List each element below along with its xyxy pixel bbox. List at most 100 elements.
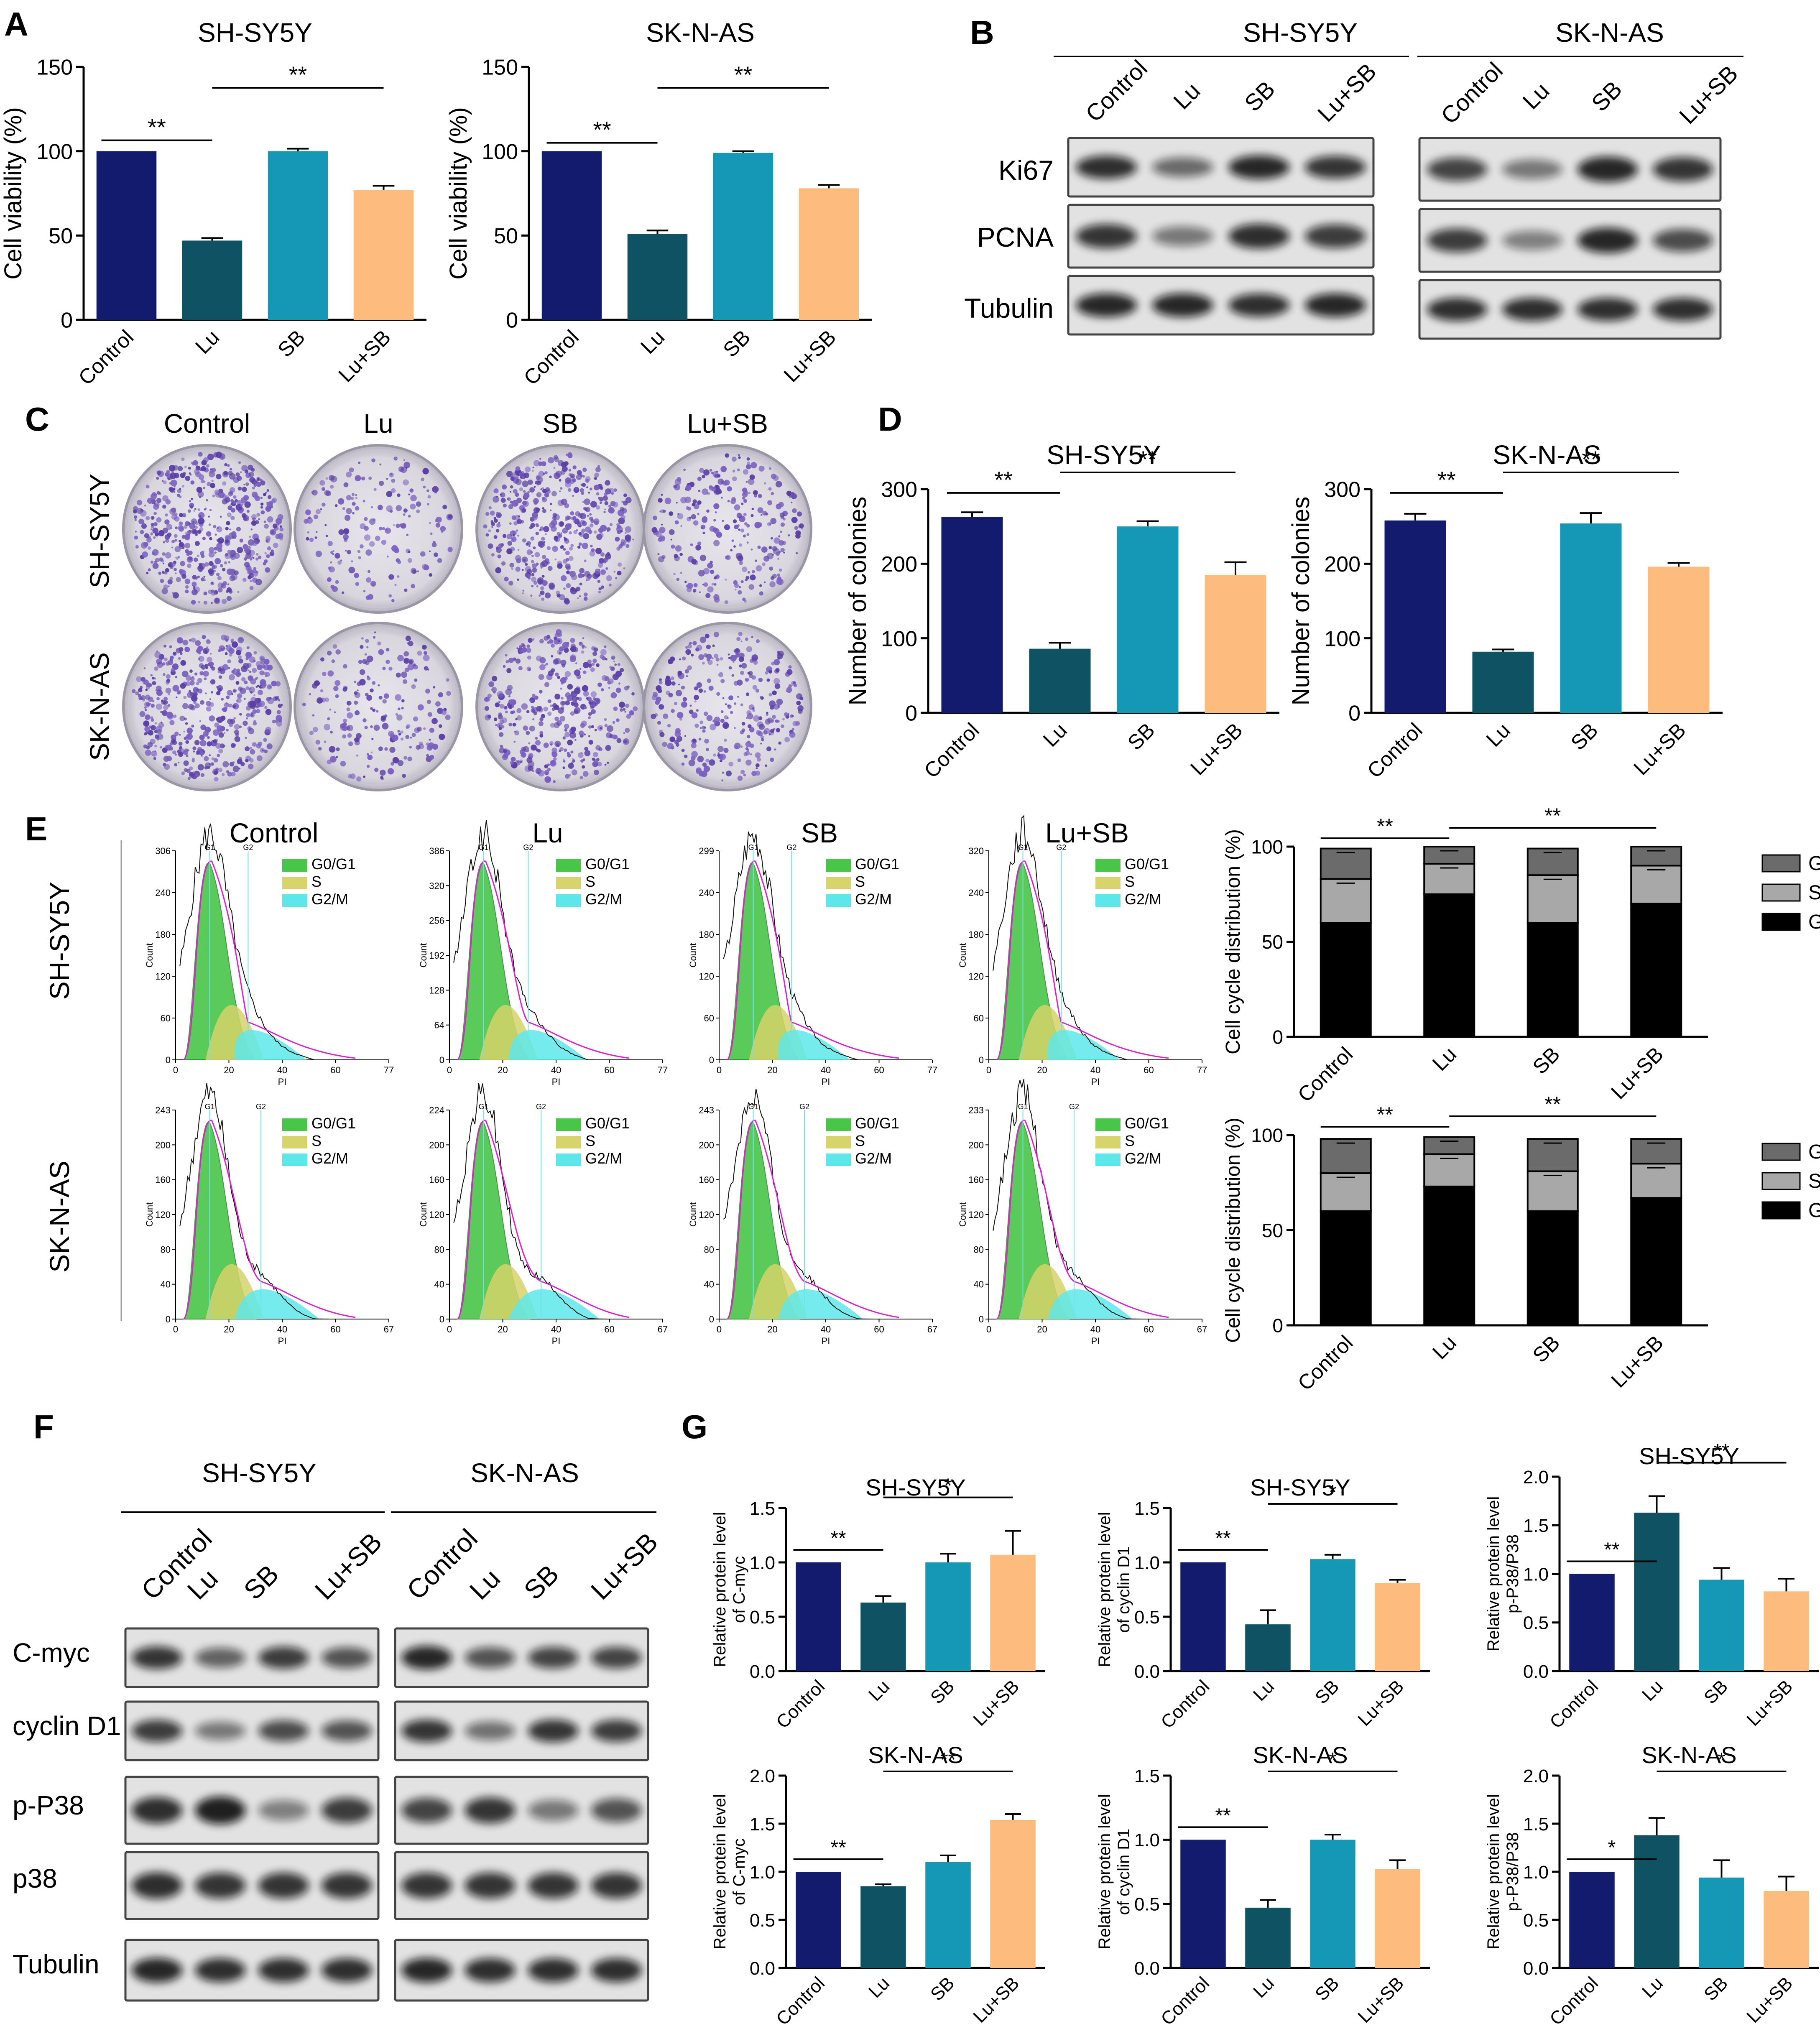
y-tick-label: 50 [494, 224, 518, 248]
legend-label: G2/M [1808, 852, 1820, 875]
chart-title: SK-N-AS [1493, 440, 1601, 470]
chart-title: SH-SY5Y [1639, 1443, 1739, 1469]
bar-Lu+SB [1375, 1583, 1420, 1671]
hist-x-tick: 67 [658, 1324, 668, 1335]
blot-f-lane-label: Lu+SB [309, 1527, 388, 1605]
hist-y-tick: 120 [429, 1210, 444, 1220]
hist-y-tick: 256 [429, 916, 444, 926]
bar-G0G1-SB [1526, 1210, 1579, 1326]
x-tick-label: Lu+SB [1743, 1676, 1797, 1730]
y-tick-label: 1.0 [1134, 1553, 1160, 1573]
y-tick-label: 1.5 [750, 1498, 775, 1519]
significance-label: ** [1582, 446, 1600, 472]
blot-f-band [401, 1958, 452, 1983]
blot-f-line-title: SH-SY5Y [202, 1458, 317, 1488]
hist-y-tick: 80 [434, 1244, 444, 1255]
blot-b-band [1152, 226, 1213, 246]
bar-S-Lu [1423, 1153, 1475, 1187]
significance-label: ** [1714, 1440, 1729, 1462]
hist-legend-swatch [556, 877, 581, 889]
hist-legend-swatch [282, 859, 307, 872]
x-tick-label: Control [1293, 1042, 1358, 1107]
x-tick-label: Lu [1039, 718, 1072, 751]
bar-Control [796, 1872, 841, 1968]
x-tick-label: SB [273, 325, 310, 362]
hist-y-label: Count [957, 1202, 968, 1227]
blot-b-band [1228, 155, 1290, 179]
hist-legend-label: S [855, 873, 865, 890]
hist-x-tick: 40 [821, 1065, 831, 1075]
hist-y-tick: 240 [968, 888, 984, 898]
bar-G2M-Lu+SB [1630, 846, 1682, 867]
significance-label: ** [940, 1749, 956, 1771]
blot-f-membrane [124, 1851, 380, 1920]
y-tick-label: 100 [1324, 627, 1361, 651]
y-tick-label: 2.0 [1523, 1467, 1549, 1488]
y-tick-label: 0.5 [1523, 1613, 1549, 1633]
bar-Lu+SB [353, 190, 414, 320]
blot-f-membrane [394, 1776, 649, 1845]
blot-f-membrane [394, 1939, 649, 2002]
blot-f-lane-label: SB [518, 1559, 564, 1605]
hist-legend-swatch [1095, 877, 1121, 889]
hist-x-tick: 0 [173, 1324, 178, 1335]
hist-y-tick: 120 [968, 971, 984, 982]
hist-x-tick: 0 [447, 1065, 452, 1075]
y-axis-label: Relative protein levelp-P38/P38 [1484, 1794, 1522, 1949]
blot-f-band [132, 1646, 183, 1669]
hist-peak-label: G2 [1056, 843, 1066, 852]
colony-dish [294, 444, 463, 614]
panel-label-c: C [25, 401, 49, 438]
x-tick-label: Lu [1638, 1676, 1667, 1705]
flow-column-label: SB [801, 817, 838, 848]
legend-label: G2/M [1808, 1141, 1820, 1163]
colony-column-label: SB [542, 408, 578, 439]
x-tick-label: Lu+SB [1606, 1331, 1668, 1392]
bar-S-Lu [1423, 863, 1475, 895]
hist-y-tick: 0 [439, 1055, 444, 1065]
y-tick-label: 0.0 [1134, 1661, 1160, 1682]
histogram-SK-N-AS-Control: 0 40 80 120 160 200 243 0 20 40 60 67 PI Count G1 G2 G0/… [144, 1083, 394, 1346]
hist-peak-label: G2 [523, 843, 533, 852]
bar-S-Control [1320, 878, 1372, 924]
legend-swatch [1761, 883, 1801, 902]
y-tick-label: 1.5 [1134, 1766, 1160, 1786]
hist-x-tick: 0 [717, 1065, 722, 1075]
hist-legend-label: S [855, 1132, 865, 1149]
hist-y-tick: 386 [429, 846, 444, 856]
bar-Control [1569, 1574, 1615, 1671]
x-tick-label: Lu+SB [1606, 1042, 1668, 1104]
y-tick-label: 1.5 [750, 1814, 775, 1835]
x-tick-label: Lu+SB [1354, 1973, 1408, 2027]
y-axis-label: Relative protein levelof cyclin D1 [1095, 1794, 1133, 1949]
hist-y-tick: 180 [155, 929, 171, 940]
hist-x-tick: 40 [821, 1324, 831, 1335]
hist-legend-swatch [556, 894, 581, 907]
blot-b-band [1228, 224, 1290, 249]
hist-x-tick: 60 [874, 1324, 884, 1335]
blot-b-protein-label: Ki67 [998, 155, 1054, 186]
bar-G2M-Lu [1423, 846, 1475, 865]
y-tick-label: 0.5 [1134, 1894, 1160, 1915]
flow-row-label: SK-N-AS [44, 1161, 75, 1273]
hist-peak-label: G2 [1069, 1102, 1079, 1111]
hist-peak-label: G1 [748, 1102, 758, 1111]
blot-b-lane-label: Control [1080, 55, 1152, 127]
blot-b-lane-label: SB [1586, 76, 1627, 116]
blot-f-strip [124, 1776, 380, 1845]
flow-row-label: SH-SY5Y [44, 882, 75, 1000]
hist-y-tick: 0 [709, 1055, 714, 1065]
significance-label: ** [289, 61, 307, 88]
colony-dish [643, 444, 812, 614]
hist-legend-swatch [556, 859, 581, 872]
bar-Lu+SB [1764, 1591, 1809, 1671]
histogram-SK-N-AS-Lu+SB: 0 40 80 120 160 200 233 0 20 40 60 67 PI Count G1 G2 G0/… [957, 1079, 1207, 1346]
significance-label: ** [994, 467, 1013, 493]
hist-y-tick: 40 [434, 1279, 444, 1290]
blot-b-band [1578, 227, 1638, 253]
y-tick-label: 1.5 [1523, 1516, 1549, 1536]
y-tick-label: 0 [506, 309, 518, 333]
hist-x-tick: 60 [874, 1065, 884, 1075]
hist-peak-label: G2 [243, 843, 253, 852]
significance-label: * [1329, 1749, 1337, 1771]
